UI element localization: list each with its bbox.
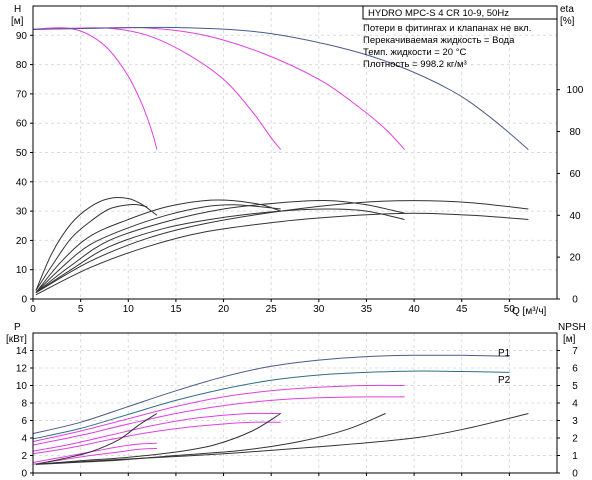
x-tick-label: 0 — [30, 304, 36, 315]
y2-tick-label: 80 — [569, 127, 581, 138]
upper-grid — [33, 6, 557, 299]
y-tick-label: 60 — [16, 119, 28, 130]
lower-y2label-symbol: NPSH — [558, 322, 586, 333]
upper-series-line-11 — [35, 212, 529, 296]
y-tick-label: 2 — [21, 451, 27, 462]
x-tick-label: 30 — [313, 304, 325, 315]
upper-xlabel: Q [м³/ч] — [512, 306, 547, 317]
lower-series-line-1 — [32, 370, 510, 440]
lower-grid — [33, 333, 557, 473]
lower-series-line-7 — [32, 448, 157, 465]
upper-series-line-9 — [35, 208, 405, 294]
note-1: Потери в фитингах и клапанах не вкл. — [363, 23, 531, 34]
y2-tick-label: 3 — [572, 416, 578, 427]
upper-series — [32, 26, 529, 296]
y-tick-label: 70 — [16, 89, 28, 100]
x-tick-label: 35 — [361, 304, 373, 315]
note-4: Плотность = 998.2 кг/м³ — [363, 59, 467, 70]
x-tick-label: 25 — [266, 304, 278, 315]
lower-series-line-10 — [35, 413, 386, 465]
x-tick-label: 50 — [504, 304, 516, 315]
y-tick-label: 80 — [16, 60, 28, 71]
y2-tick-label: 2 — [572, 434, 578, 445]
y-tick-label: 10 — [16, 381, 28, 392]
lower-series-line-11 — [35, 413, 529, 465]
lower-y2label-unit: [м] — [563, 334, 576, 345]
title-box — [362, 5, 558, 20]
lower-ylabel-unit: [кВт] — [6, 334, 27, 345]
label-p2: P2 — [498, 375, 511, 386]
y2-tick-label: 0 — [572, 469, 578, 480]
lower-series-line-4 — [32, 412, 281, 452]
upper-series-line-3 — [32, 26, 529, 150]
note-2: Перекачиваемая жидкость = Вода — [363, 35, 515, 46]
lower-ylabel-symbol: P — [14, 322, 21, 333]
y2-tick-label: 6 — [572, 364, 578, 375]
y2-tick-label: 100 — [567, 85, 584, 96]
upper-series-line-2 — [32, 26, 405, 150]
y-tick-label: 30 — [16, 207, 28, 218]
upper-series-line-7 — [35, 204, 281, 294]
y2-tick-label: 60 — [569, 169, 581, 180]
y-tick-label: 20 — [16, 236, 28, 247]
upper-ticks: 0 5 10 15 20 25 30 35 40 45 50 0 10 20 30 40 50 60 70 80 90 0… — [16, 31, 584, 315]
x-tick-label: 20 — [218, 304, 230, 315]
y2-tick-label: 1 — [572, 451, 578, 462]
lower-series-line-9 — [35, 413, 281, 465]
x-tick-label: 10 — [123, 304, 135, 315]
lower-series-line-6 — [32, 442, 157, 463]
upper-series-line-5 — [35, 203, 148, 291]
y2-tick-label: 0 — [572, 295, 578, 306]
upper-ylabel-symbol: H — [14, 4, 21, 15]
y-tick-label: 0 — [21, 469, 27, 480]
chart-title: HYDRO MPC-S 4 CR 10-9, 50Hz — [368, 8, 509, 19]
y-tick-label: 40 — [16, 177, 28, 188]
upper-series-line-0 — [32, 27, 158, 150]
y2-tick-label: 7 — [572, 346, 578, 357]
upper-series-line-10 — [35, 200, 529, 294]
y-tick-label: 8 — [21, 399, 27, 410]
y2-tick-label: 4 — [572, 399, 578, 410]
upper-series-line-8 — [35, 200, 405, 294]
y-tick-label: 6 — [21, 416, 27, 427]
y-tick-label: 12 — [16, 364, 28, 375]
lower-series-line-0 — [32, 354, 510, 435]
y-tick-label: 0 — [21, 295, 27, 306]
upper-ylabel-unit: [м] — [11, 16, 24, 27]
upper-series-line-4 — [35, 197, 158, 291]
lower-series-line-2 — [32, 384, 405, 442]
y2-tick-label: 40 — [569, 211, 581, 222]
y-tick-label: 4 — [21, 434, 27, 445]
note-3: Темп. жидкости = 20 °C — [363, 47, 466, 58]
x-tick-label: 5 — [78, 304, 84, 315]
y2-tick-label: 5 — [572, 381, 578, 392]
lower-series-line-5 — [32, 421, 281, 455]
upper-y2label-symbol: eta — [560, 4, 574, 15]
y-tick-label: 90 — [16, 31, 28, 42]
y-tick-label: 14 — [16, 346, 28, 357]
x-tick-label: 15 — [170, 304, 182, 315]
x-tick-label: 45 — [456, 304, 468, 315]
upper-series-line-6 — [35, 199, 281, 294]
y-tick-label: 10 — [16, 265, 28, 276]
lower-series-line-8 — [35, 413, 158, 465]
label-p1: P1 — [498, 348, 511, 359]
x-tick-label: 40 — [409, 304, 421, 315]
upper-y2label-unit: [%] — [560, 16, 575, 27]
lower-series — [32, 354, 529, 465]
y-tick-label: 50 — [16, 148, 28, 159]
y2-tick-label: 20 — [569, 253, 581, 264]
lower-series-line-3 — [32, 396, 405, 446]
